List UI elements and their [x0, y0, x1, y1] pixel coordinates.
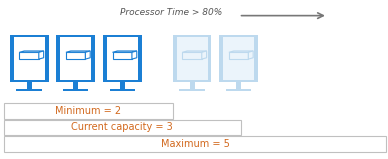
Bar [226, 89, 251, 91]
Bar [109, 89, 135, 91]
FancyBboxPatch shape [173, 35, 211, 82]
Bar [19, 52, 39, 59]
FancyBboxPatch shape [4, 136, 386, 152]
Polygon shape [113, 51, 137, 52]
Bar [66, 52, 85, 59]
Polygon shape [182, 51, 206, 52]
Bar [120, 82, 125, 89]
Polygon shape [39, 51, 43, 59]
FancyBboxPatch shape [14, 37, 45, 80]
Bar [63, 89, 88, 91]
FancyBboxPatch shape [103, 35, 142, 82]
FancyBboxPatch shape [219, 35, 258, 82]
FancyBboxPatch shape [4, 120, 241, 135]
Text: Current capacity = 3: Current capacity = 3 [71, 122, 173, 132]
Bar [182, 52, 202, 59]
Bar [113, 52, 132, 59]
FancyBboxPatch shape [4, 103, 173, 119]
Polygon shape [202, 51, 206, 59]
Polygon shape [248, 51, 253, 59]
Polygon shape [66, 51, 90, 52]
FancyBboxPatch shape [56, 35, 95, 82]
Bar [189, 82, 194, 89]
Bar [229, 52, 248, 59]
Bar [236, 82, 241, 89]
Text: Minimum = 2: Minimum = 2 [55, 106, 121, 116]
FancyBboxPatch shape [10, 35, 49, 82]
Text: Processor Time > 80%: Processor Time > 80% [120, 8, 222, 17]
Bar [179, 89, 205, 91]
Bar [73, 82, 78, 89]
FancyBboxPatch shape [177, 37, 208, 80]
FancyBboxPatch shape [107, 37, 138, 80]
FancyBboxPatch shape [223, 37, 254, 80]
FancyBboxPatch shape [60, 37, 91, 80]
Polygon shape [19, 51, 43, 52]
Bar [16, 89, 42, 91]
Text: Maximum = 5: Maximum = 5 [161, 139, 229, 149]
Polygon shape [132, 51, 137, 59]
Polygon shape [229, 51, 253, 52]
Bar [26, 82, 31, 89]
Polygon shape [85, 51, 90, 59]
